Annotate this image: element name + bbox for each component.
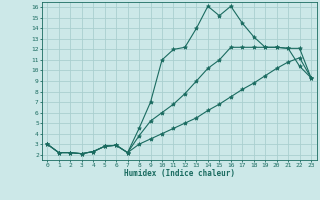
X-axis label: Humidex (Indice chaleur): Humidex (Indice chaleur): [124, 169, 235, 178]
